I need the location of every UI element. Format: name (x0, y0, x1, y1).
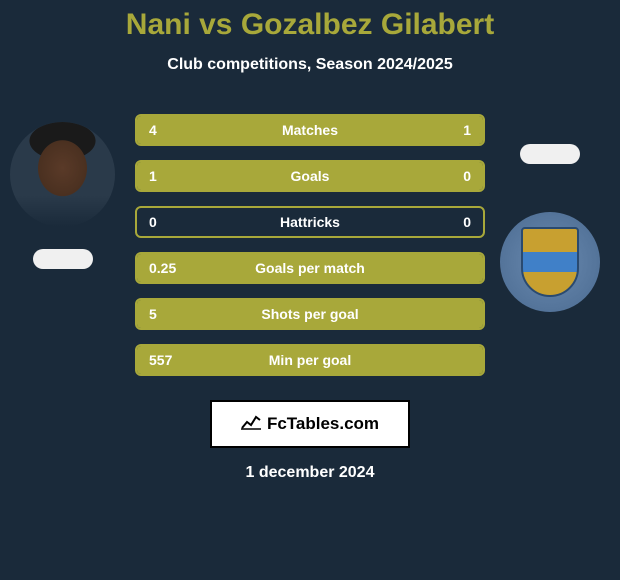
source-text: FcTables.com (267, 414, 379, 434)
stat-bar: 4 1 Matches (135, 114, 485, 146)
bar-fill-left (137, 116, 414, 144)
comparison-card: Nani vs Gozalbez Gilabert Club competiti… (0, 0, 620, 580)
bar-fill-right (414, 116, 483, 144)
stat-bar: 1 0 Goals (135, 160, 485, 192)
player-right-column (500, 122, 600, 312)
bar-value-left: 0 (149, 214, 157, 230)
bar-value-left: 557 (149, 352, 172, 368)
bar-label: Min per goal (269, 352, 351, 368)
stat-bar: 5 Shots per goal (135, 298, 485, 330)
bar-label: Shots per goal (261, 306, 358, 322)
player-right-club-badge (520, 144, 580, 164)
comparison-bars: 4 1 Matches 1 0 Goals 0 0 Hattricks 0.25 Goals per… (135, 114, 485, 376)
player-left-photo (10, 122, 115, 227)
bar-value-right: 0 (463, 168, 471, 184)
bar-label: Goals (291, 168, 330, 184)
bar-value-right: 0 (463, 214, 471, 230)
bar-label: Goals per match (255, 260, 365, 276)
subtitle: Club competitions, Season 2024/2025 (167, 56, 452, 74)
bar-value-left: 0.25 (149, 260, 176, 276)
stat-bar: 557 Min per goal (135, 344, 485, 376)
player-left-column (10, 122, 115, 269)
page-title: Nani vs Gozalbez Gilabert (126, 8, 494, 42)
player-right-crest (500, 212, 600, 312)
crest-shield-icon (521, 227, 579, 297)
player-face-placeholder (10, 122, 115, 227)
bar-label: Hattricks (280, 214, 340, 230)
stat-bar: 0 0 Hattricks (135, 206, 485, 238)
date-text: 1 december 2024 (246, 464, 375, 482)
bar-label: Matches (282, 122, 338, 138)
bar-value-left: 1 (149, 168, 157, 184)
bar-value-left: 4 (149, 122, 157, 138)
stat-bar: 0.25 Goals per match (135, 252, 485, 284)
bar-value-right: 1 (463, 122, 471, 138)
bar-value-left: 5 (149, 306, 157, 322)
chart-icon (241, 414, 261, 435)
player-left-club-badge (33, 249, 93, 269)
source-badge: FcTables.com (210, 400, 410, 448)
